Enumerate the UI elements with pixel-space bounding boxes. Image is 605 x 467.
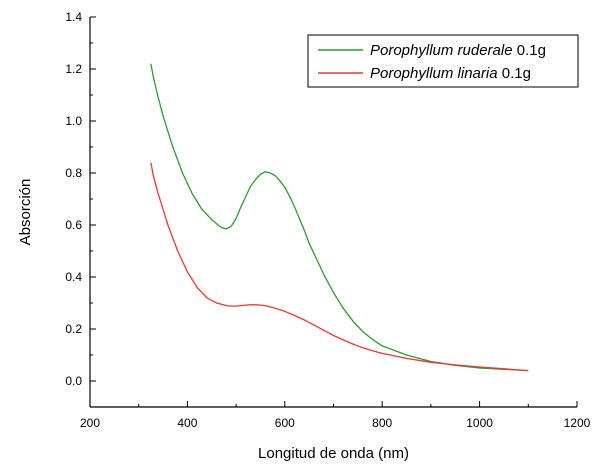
x-tick-label: 1000	[466, 416, 493, 430]
x-axis-title: Longitud de onda (nm)	[258, 445, 409, 462]
legend-box	[307, 34, 579, 88]
legend-amount: 0.1g	[498, 65, 531, 82]
y-tick-label: 0.2	[65, 322, 82, 336]
x-tick-label: 400	[177, 416, 197, 430]
series-line-0	[150, 63, 529, 372]
y-tick-label: 1.2	[65, 62, 82, 76]
y-tick-label: 0.4	[65, 270, 82, 284]
legend-label-0: Porophyllum ruderale 0.1g	[370, 42, 546, 59]
chart-axes: 0.0 0.2 0.4 0.6 0.8 1.0 1.2 1.4 200 400 600 800 1000…	[65, 10, 590, 430]
x-tick-label: 800	[372, 416, 392, 430]
legend-species-name: Porophyllum linaria	[370, 65, 498, 82]
series-line-1	[150, 162, 529, 372]
series-layer	[150, 63, 529, 372]
legend-species-name: Porophyllum ruderale	[370, 42, 513, 59]
legend-label-1: Porophyllum linaria 0.1g	[370, 65, 531, 82]
x-tick-label: 1200	[564, 416, 591, 430]
y-axis-title: Absorción	[17, 179, 34, 246]
y-tick-label: 0.6	[65, 218, 82, 232]
legend-amount: 0.1g	[513, 42, 546, 59]
x-tick-label: 200	[80, 416, 100, 430]
y-tick-label: 0.8	[65, 166, 82, 180]
y-tick-label: 1.0	[65, 114, 82, 128]
x-tick-label: 600	[275, 416, 295, 430]
y-tick-label: 1.4	[65, 10, 82, 24]
y-tick-label: 0.0	[65, 374, 82, 388]
